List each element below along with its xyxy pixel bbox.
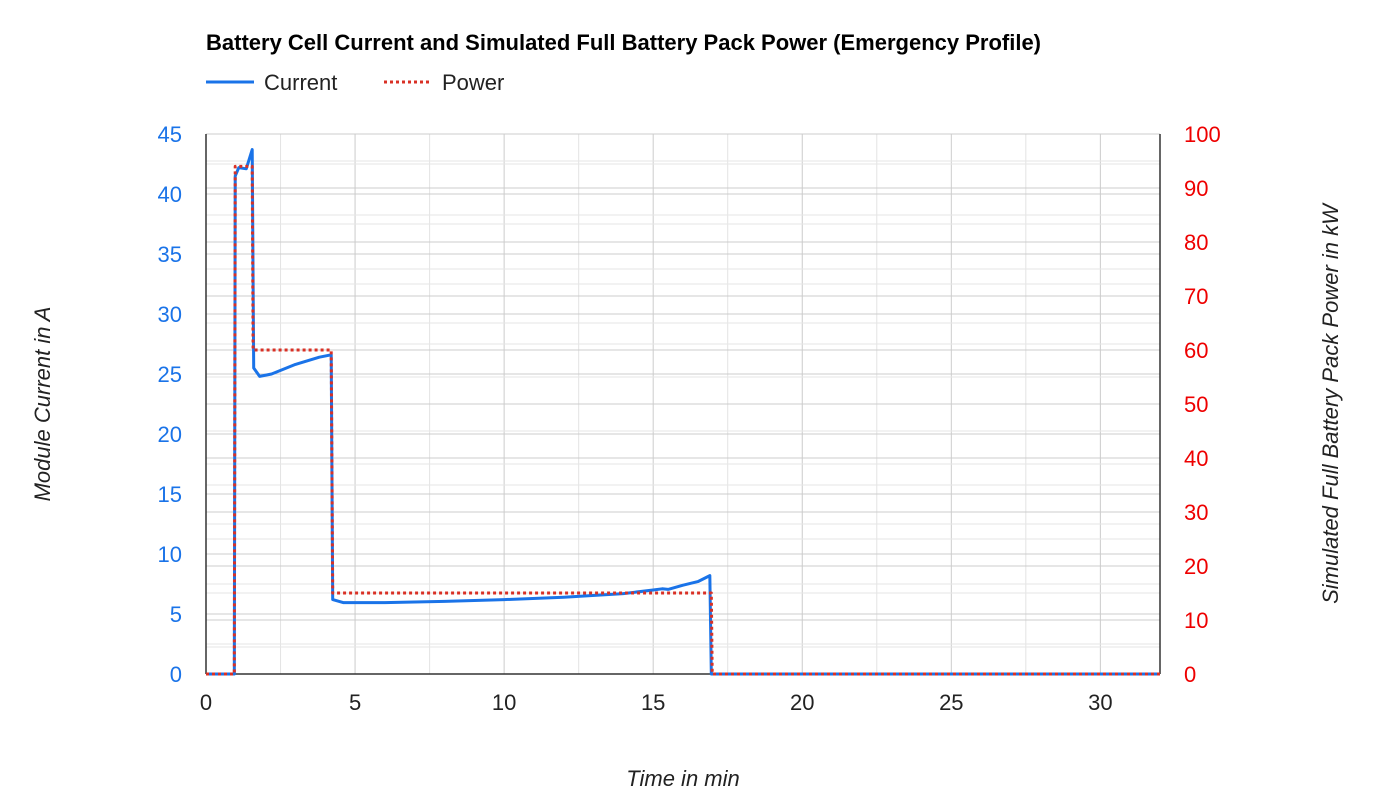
y-right-tick-label: 30	[1184, 500, 1208, 525]
x-tick-label: 20	[790, 690, 814, 715]
y-left-tick-label: 45	[158, 122, 182, 147]
y-right-tick-label: 20	[1184, 554, 1208, 579]
y-left-axis-title: Module Current in A	[30, 307, 55, 502]
y-left-tick-label: 15	[158, 482, 182, 507]
y-right-axis-title: Simulated Full Battery Pack Power in kW	[1318, 202, 1343, 604]
x-axis-title: Time in min	[626, 766, 740, 791]
y-right-tick-label: 10	[1184, 608, 1208, 633]
y-left-tick-label: 30	[158, 302, 182, 327]
x-tick-label: 25	[939, 690, 963, 715]
series-line-power	[206, 164, 1160, 676]
y-right-tick-label: 0	[1184, 662, 1196, 687]
y-right-tick-label: 80	[1184, 230, 1208, 255]
x-tick-label: 15	[641, 690, 665, 715]
y-left-tick-label: 35	[158, 242, 182, 267]
y-left-tick-label: 25	[158, 362, 182, 387]
y-right-tick-label: 60	[1184, 338, 1208, 363]
x-tick-label: 0	[200, 690, 212, 715]
y-left-tick-label: 5	[170, 602, 182, 627]
y-right-tick-label: 40	[1184, 446, 1208, 471]
y-right-tick-label: 90	[1184, 176, 1208, 201]
x-tick-label: 30	[1088, 690, 1112, 715]
y-right-tick-label: 70	[1184, 284, 1208, 309]
legend-power-label: Power	[442, 70, 504, 95]
y-left-tick-label: 0	[170, 662, 182, 687]
y-right-tick-label: 50	[1184, 392, 1208, 417]
tick-labels: 0 5 10 15 20 25 30 0 5 10 15 20 25 30 35 40 45 0 10 20 30 40 5…	[158, 122, 1221, 715]
x-tick-label: 5	[349, 690, 361, 715]
series-line-current	[206, 148, 1160, 676]
chart-title: Battery Cell Current and Simulated Full …	[206, 30, 1041, 55]
y-left-tick-label: 20	[158, 422, 182, 447]
legend: Current Power	[206, 70, 504, 95]
y-left-tick-label: 40	[158, 182, 182, 207]
legend-current-label: Current	[264, 70, 337, 95]
x-tick-label: 10	[492, 690, 516, 715]
series-layer	[206, 148, 1160, 676]
y-left-tick-label: 10	[158, 542, 182, 567]
y-right-tick-label: 100	[1184, 122, 1221, 147]
grid	[205, 133, 1160, 675]
